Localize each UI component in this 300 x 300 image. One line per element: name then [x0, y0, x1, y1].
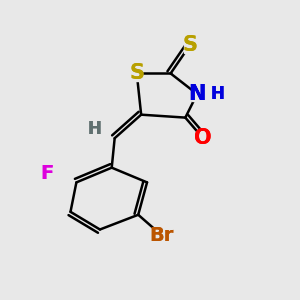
Text: N: N: [188, 84, 206, 104]
Text: N: N: [188, 84, 206, 104]
Bar: [154, 228, 170, 243]
Bar: [41, 166, 52, 181]
Text: S: S: [129, 63, 144, 83]
Bar: [212, 87, 223, 101]
Text: N: N: [188, 84, 206, 104]
Text: O: O: [194, 128, 212, 148]
Text: S: S: [182, 35, 197, 56]
Text: H: H: [87, 120, 101, 138]
Text: H: H: [87, 120, 101, 138]
Text: Br: Br: [150, 226, 174, 245]
Text: H: H: [211, 85, 225, 103]
Bar: [131, 66, 142, 81]
Bar: [88, 122, 100, 137]
Text: H: H: [211, 85, 225, 103]
Text: O: O: [194, 128, 212, 148]
Text: F: F: [40, 164, 54, 183]
Text: H: H: [211, 85, 225, 103]
Text: H: H: [87, 120, 101, 138]
Bar: [191, 87, 203, 101]
Text: S: S: [182, 35, 197, 56]
Bar: [197, 131, 208, 146]
Text: Br: Br: [150, 226, 174, 245]
Text: S: S: [129, 63, 144, 83]
Bar: [184, 38, 195, 53]
Text: F: F: [40, 164, 54, 183]
